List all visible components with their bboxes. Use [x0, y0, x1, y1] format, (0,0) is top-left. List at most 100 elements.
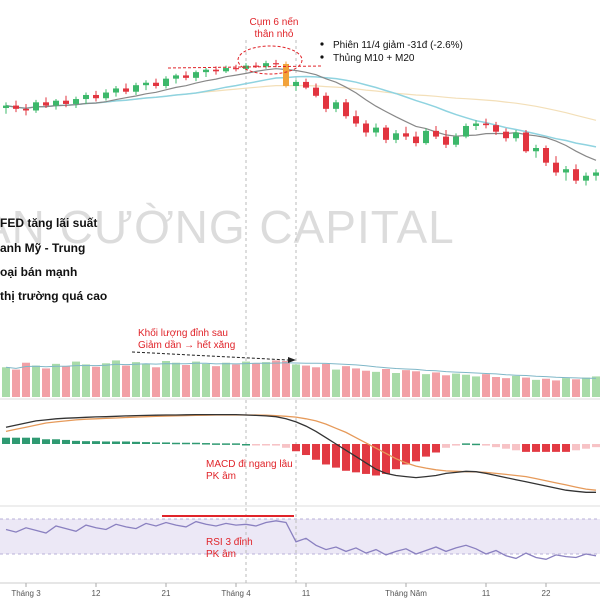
candle-body	[273, 63, 279, 65]
macd-histogram-bar	[92, 441, 100, 444]
candle-body	[153, 82, 159, 86]
macd-histogram-bar	[512, 444, 520, 451]
volume-bar	[412, 371, 420, 397]
volume-bar	[162, 361, 170, 397]
candle-body	[373, 127, 379, 133]
candle-body	[173, 75, 179, 79]
volume-bar	[112, 360, 120, 397]
volume-bar	[342, 366, 350, 397]
candle-body	[483, 123, 489, 126]
macd-histogram-bar	[572, 444, 580, 451]
candle-body	[393, 133, 399, 140]
candle-body	[63, 100, 69, 104]
macd-histogram-bar	[382, 444, 390, 474]
macd-histogram-bar	[362, 444, 370, 474]
macd-histogram-bar	[422, 444, 430, 457]
volume-bar	[252, 363, 260, 397]
vertical-marker-lines	[245, 40, 297, 583]
macd-histogram-bar	[522, 444, 530, 452]
macd-histogram-bar	[122, 441, 130, 444]
macd-histogram-bar	[542, 444, 550, 452]
news-item: FED tăng lãi suất	[0, 216, 97, 230]
volume-bar	[332, 369, 340, 397]
candle-body	[523, 132, 529, 152]
x-tick-label: 11	[302, 589, 311, 598]
volume-bar	[322, 363, 330, 397]
macd-histogram-bar	[22, 437, 30, 444]
candle-body	[283, 63, 289, 86]
rsi-label: PK âm	[206, 549, 236, 560]
macd-histogram-bar	[392, 444, 400, 470]
macd-histogram-bar	[72, 440, 80, 444]
macd-histogram-bar	[472, 443, 480, 446]
volume-bar	[232, 364, 240, 397]
volume-bar	[202, 363, 210, 397]
macd-histogram-bar	[102, 441, 110, 444]
news-item: anh Mỹ - Trung	[0, 241, 85, 255]
volume-bar	[472, 376, 480, 397]
candle-body	[113, 88, 119, 93]
macd-histogram-bar	[442, 444, 450, 448]
macd-signal-line	[5, 414, 597, 491]
macd-histogram-bar	[282, 444, 290, 448]
volume-bar	[152, 367, 160, 397]
volume-bars	[2, 360, 600, 397]
candle-body	[503, 131, 509, 139]
macd-histogram-bar	[62, 439, 70, 444]
candle-body	[363, 123, 369, 133]
rsi-line	[5, 520, 597, 560]
macd-histogram-bar	[432, 444, 440, 453]
volume-bar	[542, 378, 550, 397]
candle-body	[383, 127, 389, 140]
volume-bar	[172, 362, 180, 397]
candle-body	[73, 99, 79, 104]
candle-body	[453, 136, 459, 145]
candle-body	[493, 125, 499, 132]
macd-histogram-bar	[152, 442, 160, 444]
macd-histogram-bar	[132, 441, 140, 444]
candle-body	[593, 172, 599, 176]
candle-body	[233, 68, 239, 70]
volume-bar	[192, 361, 200, 397]
candle-body	[103, 92, 109, 99]
macd-histogram-bar	[322, 444, 330, 465]
volume-bar	[42, 368, 50, 397]
bullet-dot	[320, 42, 324, 46]
volume-bar	[402, 370, 410, 397]
macd-histogram-bar	[452, 444, 460, 446]
candle-body	[553, 162, 559, 173]
macd-histogram-bar	[162, 442, 170, 444]
volume-arrow	[131, 351, 289, 361]
macd-histogram-bar	[562, 444, 570, 452]
volume-bar	[302, 365, 310, 397]
volume-bar	[462, 374, 470, 397]
volume-bar	[372, 371, 380, 397]
volume-bar	[492, 377, 500, 397]
candle-body	[183, 75, 189, 78]
volume-bar	[422, 374, 430, 397]
volume-bar	[312, 367, 320, 397]
volume-bar	[52, 363, 60, 397]
volume-bar	[22, 362, 30, 397]
volume-bar	[432, 372, 440, 397]
volume-bar	[552, 380, 560, 397]
macd-histogram-bar	[262, 444, 270, 446]
volume-bar	[262, 362, 270, 397]
cluster-label: thân nhỏ	[255, 28, 294, 40]
macd-label: MACD đi ngang lâu	[206, 459, 293, 470]
volume-bar	[582, 377, 590, 397]
bullet-dot	[320, 55, 324, 59]
macd-histogram-bar	[252, 444, 260, 446]
ma10-line	[5, 68, 597, 161]
macd-label: PK âm	[206, 471, 236, 482]
volume-bar	[82, 364, 90, 397]
volume-bar	[292, 364, 300, 397]
candle-body	[143, 82, 149, 86]
candle-body	[243, 65, 249, 69]
volume-bar	[72, 361, 80, 397]
candle-body	[423, 130, 429, 144]
resistance-line	[167, 65, 323, 69]
volume-bar	[142, 363, 150, 397]
